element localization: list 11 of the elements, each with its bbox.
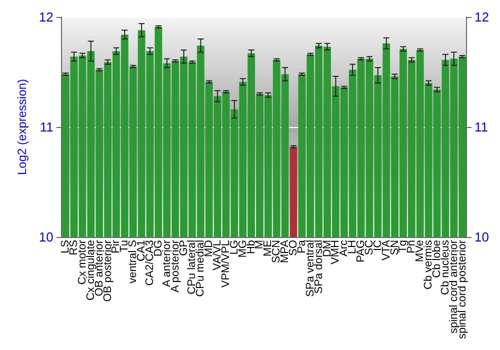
x-tick-label: OB posterior: [102, 240, 114, 302]
y-tick-label: 11: [40, 119, 54, 134]
y-tick-label: 10: [38, 229, 54, 244]
x-tick-label: Tg: [397, 240, 410, 253]
y-tick-label: 12: [38, 10, 54, 24]
x-tick-label: spinal cord posterior: [456, 240, 468, 340]
y2-tick-label: 12: [474, 10, 490, 24]
y2-tick-label: 11: [474, 119, 488, 134]
y-axis-title: Log2 (expression): [15, 78, 29, 176]
x-tick-label: A posterior: [169, 240, 182, 293]
y2-tick-label: 10: [474, 229, 490, 244]
